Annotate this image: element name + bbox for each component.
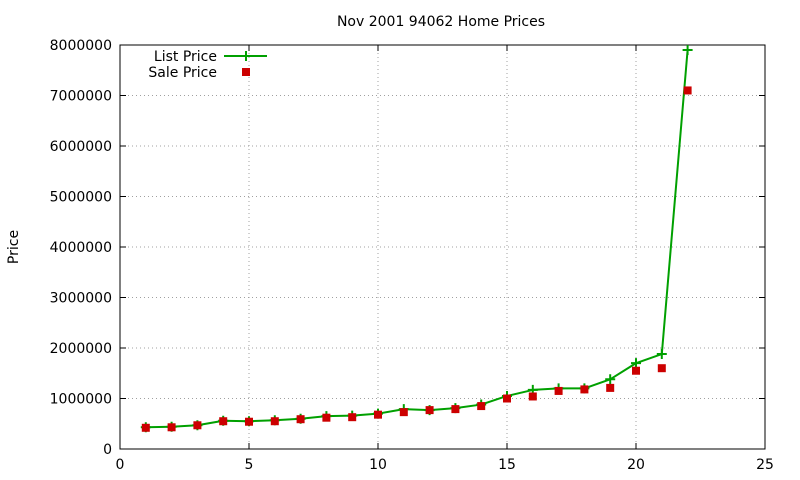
sale-price-point (503, 394, 511, 403)
list-price-point (656, 349, 667, 360)
sale-price-point (167, 423, 176, 432)
chart-title: Nov 2001 94062 Home Prices (337, 14, 545, 30)
legend-label-list-price: List Price (154, 49, 217, 65)
sale-price-point (632, 366, 640, 375)
series-line-list-price (145, 49, 689, 429)
y-tick-label: 8000000 (50, 38, 112, 54)
series-layer (140, 45, 693, 433)
x-tick-label: 15 (498, 457, 516, 473)
sale-price-point (580, 385, 589, 394)
y-tick-label: 6000000 (50, 139, 112, 155)
sale-price-point (193, 421, 202, 430)
y-tick-label: 5000000 (50, 190, 112, 206)
sale-price-point (657, 364, 666, 373)
sale-price-point (399, 408, 408, 417)
x-tick-label: 0 (116, 457, 125, 473)
sale-price-point (141, 423, 150, 432)
y-axis-label: Price (6, 230, 22, 264)
sale-price-point (606, 383, 615, 392)
sale-price-point (270, 417, 279, 426)
legend: List Price Sale Price (148, 49, 267, 81)
x-tick-label: 5 (245, 457, 254, 473)
y-tick-label: 2000000 (50, 341, 112, 357)
list-price-point (682, 45, 693, 56)
axis-ticks: 0 5 10 15 20 25 0 1000000 2000000 3000000 4000000 5… (50, 38, 774, 473)
legend-label-sale-price: Sale Price (148, 65, 217, 81)
y-tick-label: 1000000 (50, 392, 112, 408)
sale-price-point (451, 405, 460, 414)
y-tick-label: 4000000 (50, 240, 112, 256)
x-tick-label: 20 (627, 457, 645, 473)
sale-price-point (348, 413, 357, 422)
sale-price-point (245, 417, 253, 426)
legend-marker-sale-price (242, 68, 250, 76)
sale-price-point (477, 402, 486, 411)
y-tick-label: 7000000 (50, 89, 112, 105)
sale-price-point (554, 386, 563, 395)
sale-price-point (528, 392, 537, 401)
sale-price-point (219, 417, 228, 426)
sale-price-point (322, 413, 331, 422)
list-price-point (631, 358, 641, 369)
sale-price-point (425, 406, 434, 415)
y-tick-label: 0 (103, 442, 112, 458)
grid-lines (120, 45, 765, 449)
y-tick-label: 3000000 (50, 291, 112, 307)
legend-marker-list-price (241, 51, 251, 61)
x-tick-label: 25 (756, 457, 774, 473)
sale-price-point (374, 410, 382, 419)
sale-price-point (296, 415, 305, 424)
x-tick-label: 10 (369, 457, 387, 473)
sale-price-point (683, 86, 692, 95)
list-price-point (605, 374, 616, 385)
